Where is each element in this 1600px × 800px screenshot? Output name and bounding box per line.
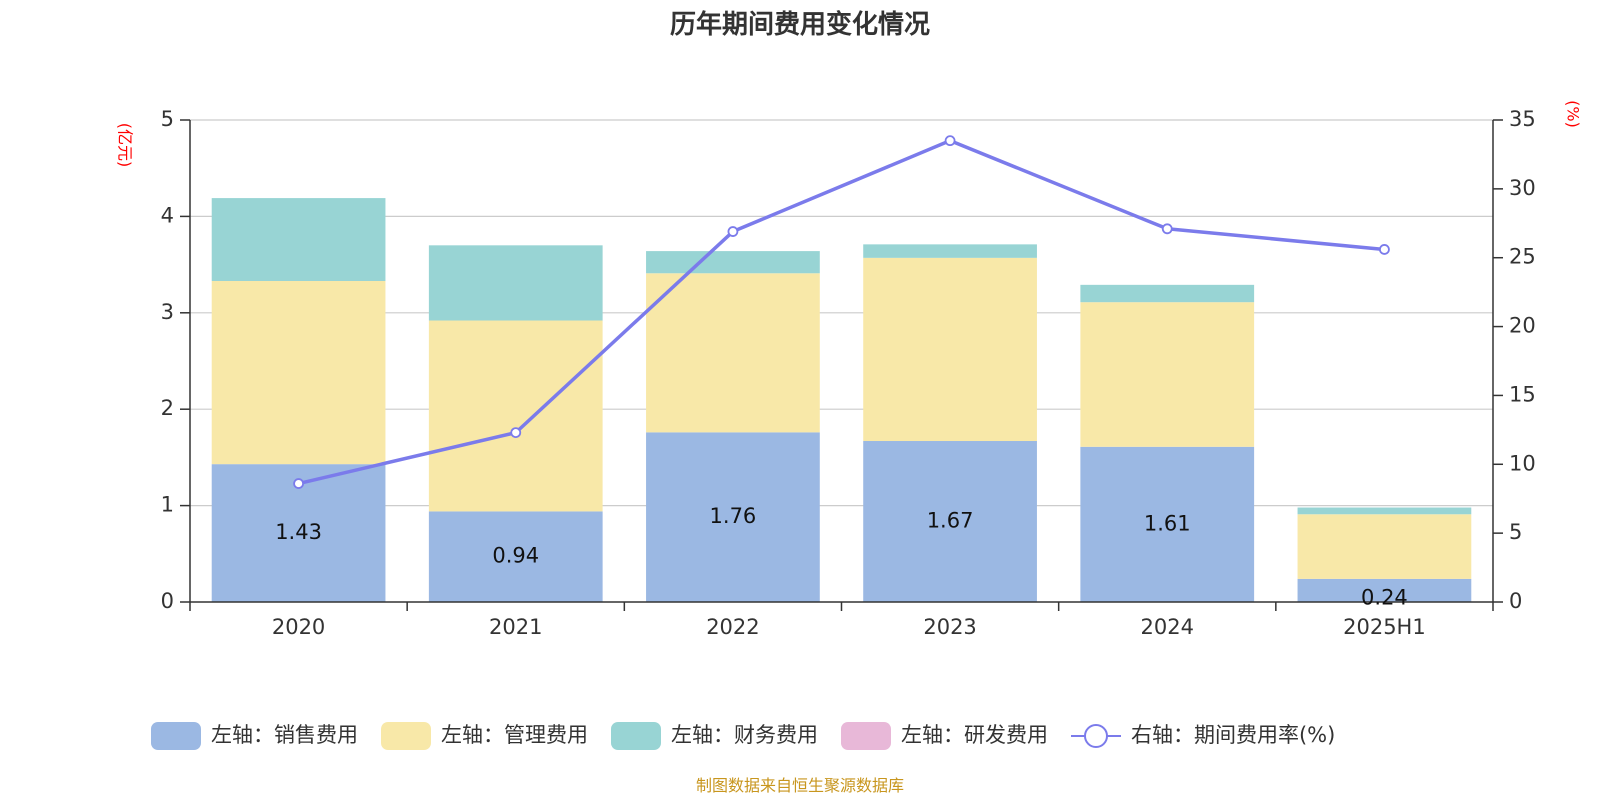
right-tick-label: 30 xyxy=(1509,176,1536,200)
bar-segment xyxy=(646,251,820,274)
bar-segment xyxy=(1297,507,1472,515)
legend-label: 左轴：研发费用 xyxy=(901,723,1048,747)
bar-segment xyxy=(863,441,1037,602)
bar-segment xyxy=(646,273,820,433)
rate-point xyxy=(727,226,739,237)
right-tick-label: 0 xyxy=(1509,589,1522,613)
bar-segment xyxy=(428,511,603,602)
rate-line xyxy=(298,138,1385,486)
rate-line-group xyxy=(293,135,1390,489)
rate-point xyxy=(944,135,956,147)
bar-segment xyxy=(211,198,386,281)
legend-label: 左轴：销售费用 xyxy=(211,723,358,747)
x-tick-label: 2022 xyxy=(706,615,759,639)
source-note: 制图数据来自恒生聚源数据库 xyxy=(696,776,904,795)
x-tick-label: 2024 xyxy=(1141,615,1194,639)
rate-point xyxy=(1161,223,1173,235)
right-tick-label: 35 xyxy=(1509,107,1536,131)
right-tick-label: 15 xyxy=(1509,382,1536,406)
rate-point xyxy=(293,478,304,489)
legend-swatch xyxy=(840,722,891,750)
data-label: 1.76 xyxy=(710,504,757,528)
data-label: 1.67 xyxy=(927,509,974,533)
legend-swatch xyxy=(151,722,201,750)
data-label: 0.24 xyxy=(1361,585,1408,609)
bar-segment xyxy=(863,244,1037,258)
left-tick-label: 4 xyxy=(161,203,174,227)
left-tick-label: 5 xyxy=(161,107,174,131)
left-tick-label: 1 xyxy=(161,493,174,517)
x-tick-label: 2021 xyxy=(489,615,542,639)
right-tick-label: 25 xyxy=(1509,245,1536,269)
data-label: 0.94 xyxy=(492,544,539,568)
bar-segment xyxy=(646,432,820,602)
x-tick-label: 2020 xyxy=(272,615,325,639)
rate-point xyxy=(1379,244,1390,255)
data-label: 1.43 xyxy=(275,520,322,544)
right-tick-label: 5 xyxy=(1509,520,1522,544)
legend-label: 右轴：期间费用率(%) xyxy=(1131,723,1335,747)
legend-swatch xyxy=(380,722,431,750)
legend-swatch xyxy=(610,722,661,750)
left-tick-label: 2 xyxy=(161,396,174,420)
legend-marker xyxy=(1083,724,1108,748)
right-axis-unit: (%) xyxy=(1564,100,1583,128)
legend-label: 左轴：管理费用 xyxy=(441,723,588,747)
data-label: 1.61 xyxy=(1144,511,1191,535)
bar-segment xyxy=(428,245,603,321)
bar-segment xyxy=(1080,284,1255,303)
left-tick-label: 0 xyxy=(161,589,174,613)
bar-segment xyxy=(1080,446,1255,602)
bar-segment xyxy=(211,280,386,465)
data-labels: 1.43 0.94 1.76 1.67 1.61 0.24 xyxy=(275,504,1408,609)
bar-group xyxy=(211,198,1472,602)
left-axis-unit: (亿元) xyxy=(116,123,135,168)
bar-segment xyxy=(1297,514,1472,579)
legend-label: 左轴：财务费用 xyxy=(671,723,818,747)
axes: 0 1 2 3 4 5 0 5 10 15 20 25 30 35 2020 2021 2022 2023 2024… xyxy=(161,107,1536,639)
x-tick-label: 2025H1 xyxy=(1343,615,1426,639)
rate-point xyxy=(510,427,522,439)
right-tick-label: 20 xyxy=(1509,314,1536,338)
x-tick-label: 2023 xyxy=(923,615,976,639)
bar-segment xyxy=(428,320,603,512)
grid-lines xyxy=(190,119,1493,507)
bar-segment xyxy=(863,257,1037,442)
right-tick-label: 10 xyxy=(1509,451,1536,475)
legend: 左轴：销售费用 左轴：管理费用 左轴：财务费用 左轴：研发费用 右轴：期间费用率(%) xyxy=(151,722,1335,750)
bar-segment xyxy=(1297,578,1472,602)
bar-segment xyxy=(1080,302,1255,447)
left-tick-label: 3 xyxy=(161,300,174,324)
chart-title: 历年期间费用变化情况 xyxy=(670,9,930,40)
